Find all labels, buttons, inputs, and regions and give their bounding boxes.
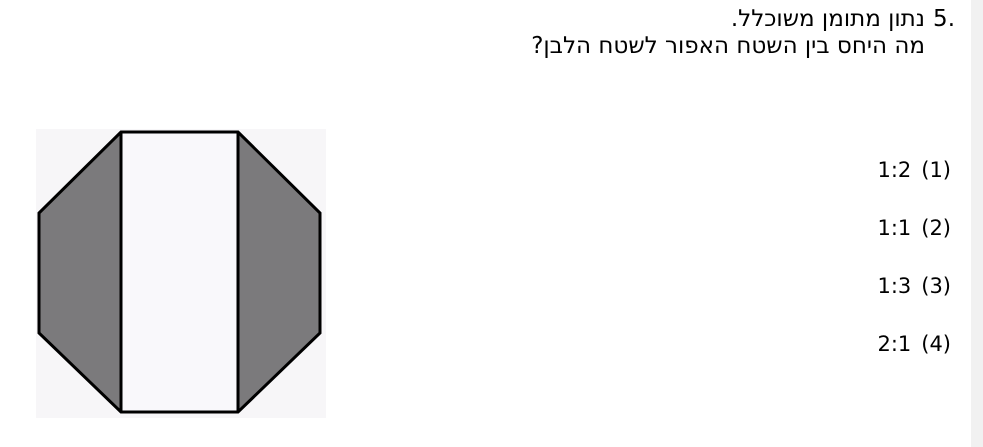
question-first-line: .5 נתון מתומן משוכלל.	[335, 6, 955, 33]
answer-option-2[interactable]: 1:1 (2)	[811, 213, 951, 242]
gray-left-region	[39, 132, 121, 412]
octagon-figure	[36, 129, 326, 418]
answer-option-3[interactable]: 1:3 (3)	[811, 271, 951, 300]
answer-label: (4)	[921, 331, 951, 356]
answer-label: (1)	[921, 157, 951, 182]
scrollbar[interactable]	[971, 0, 983, 447]
question-number: .5	[933, 6, 955, 32]
answer-option-1[interactable]: 1:2 (1)	[811, 155, 951, 184]
answer-value: 1:1	[877, 215, 912, 240]
answer-value: 2:1	[877, 331, 912, 356]
white-center-region	[121, 132, 238, 412]
answer-option-4[interactable]: 2:1 (4)	[811, 329, 951, 358]
gray-right-region	[238, 132, 320, 412]
question-text-line1: נתון מתומן משוכלל.	[730, 6, 925, 32]
octagon-outline	[37, 130, 322, 414]
answer-label: (3)	[921, 273, 951, 298]
octagon-drawing	[36, 129, 326, 418]
answer-value: 1:3	[877, 273, 912, 298]
question-block: .5 נתון מתומן משוכלל. מה היחס בין השטח ה…	[335, 6, 955, 60]
answer-value: 1:2	[877, 157, 912, 182]
answer-label: (2)	[921, 215, 951, 240]
answer-options: 1:2 (1) 1:1 (2) 1:3 (3) 2:1 (4)	[811, 155, 951, 387]
question-text-line2: מה היחס בין השטח האפור לשטח הלבן?	[531, 33, 925, 59]
